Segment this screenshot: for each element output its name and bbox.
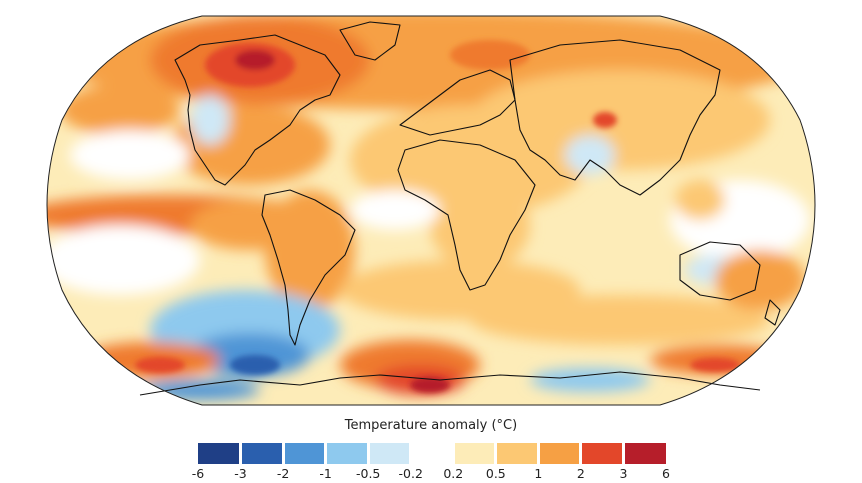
legend-swatch <box>369 443 410 464</box>
legend-swatch <box>198 443 240 464</box>
legend-title: Temperature anomaly (°C) <box>344 418 518 433</box>
legend-tick-label: -2 <box>276 466 290 481</box>
legend-swatch <box>284 443 325 464</box>
globe-outline <box>46 15 816 406</box>
coastline-antarctica <box>139 371 761 396</box>
legend-colorbar <box>198 443 666 464</box>
legend-swatch <box>412 443 452 464</box>
coastline-new-zealand <box>764 299 781 326</box>
coastline-greenland <box>339 21 401 61</box>
coastline-africa <box>397 139 536 291</box>
map-canvas <box>46 15 816 406</box>
legend-tick-label: -0.2 <box>398 466 423 481</box>
legend-tick-label: 6 <box>662 466 670 481</box>
legend-tick-label: 2 <box>576 466 585 481</box>
coastline-south-america <box>261 189 356 346</box>
legend-swatch <box>454 443 495 464</box>
legend-tick-label: -1 <box>319 466 332 481</box>
coastline-europe <box>399 69 516 136</box>
legend-swatch <box>624 443 666 464</box>
legend-tick-labels: -6 -3 -2 -1 -0.5 -0.2 0.2 0.5 1 2 3 6 <box>192 466 670 482</box>
legend-swatch <box>539 443 580 464</box>
legend-swatch <box>242 443 282 464</box>
coastline-australia <box>679 241 761 301</box>
coastlines <box>139 21 781 396</box>
legend-swatch <box>327 443 367 464</box>
legend-tick-label: 1 <box>534 466 543 481</box>
world-temperature-anomaly-map <box>46 15 816 406</box>
anomaly-field <box>47 16 815 405</box>
legend-tick-label: -3 <box>234 466 247 481</box>
legend-swatch <box>582 443 622 464</box>
legend-tick-label: 0.5 <box>485 466 506 481</box>
coastline-north-america <box>174 34 341 186</box>
legend-swatch <box>497 443 537 464</box>
legend-tick-label: -0.5 <box>355 466 381 481</box>
legend-tick-label: 3 <box>619 466 628 481</box>
legend-tick-label: -6 <box>191 466 205 481</box>
coastline-asia <box>509 39 721 196</box>
legend-tick-label: 0.2 <box>443 466 464 481</box>
